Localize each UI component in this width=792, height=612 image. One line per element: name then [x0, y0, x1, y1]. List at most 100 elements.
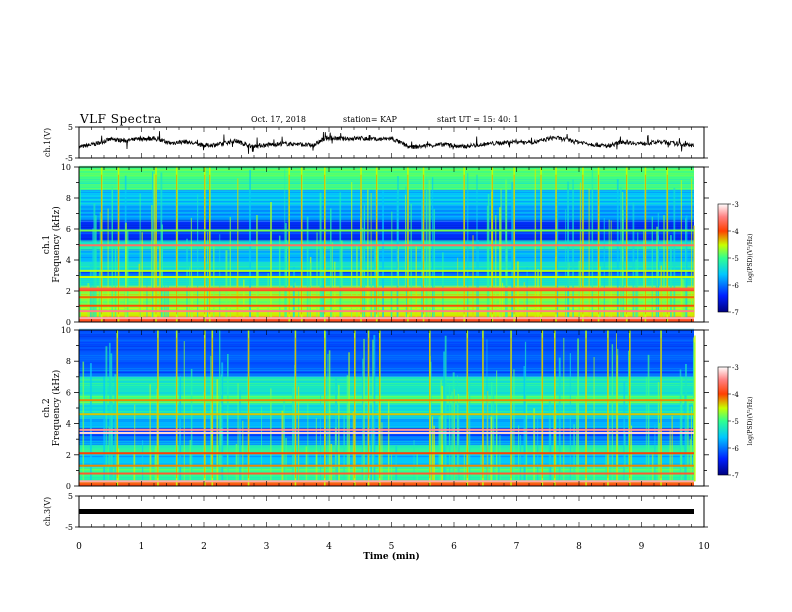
spectral-row	[79, 176, 694, 179]
noise-streak	[114, 246, 117, 318]
burst-line	[157, 337, 159, 479]
spectral-row	[79, 167, 694, 169]
noise-streak	[537, 269, 539, 318]
noise-streak	[499, 207, 501, 318]
spectral-row	[79, 219, 694, 221]
narrowband-line	[79, 289, 694, 292]
y-tick-label: 6	[66, 225, 71, 234]
noise-streak	[438, 416, 441, 482]
spectral-row	[79, 384, 694, 387]
noise-streak	[197, 194, 199, 318]
noise-streak	[647, 354, 650, 482]
burst-line	[466, 337, 468, 479]
noise-streak	[367, 189, 369, 318]
y-tick-label: 6	[66, 388, 71, 397]
noise-streak	[421, 198, 424, 318]
burst-line	[211, 337, 213, 479]
x-tick-label: 7	[514, 542, 520, 552]
spectral-row	[79, 461, 694, 463]
noise-streak	[663, 215, 665, 318]
noise-streak	[391, 211, 393, 318]
noise-streak	[410, 204, 412, 318]
spectral-row	[79, 353, 694, 355]
noise-streak	[689, 439, 692, 482]
noise-streak	[93, 203, 96, 318]
noise-streak	[141, 232, 143, 318]
spectral-row	[79, 232, 694, 234]
y-axis-label: Frequency (kHz)	[51, 206, 62, 283]
spectral-row	[79, 330, 694, 332]
noise-streak	[165, 286, 167, 318]
noise-streak	[486, 391, 489, 482]
noise-streak	[180, 375, 182, 482]
noise-streak	[425, 190, 428, 318]
noise-streak	[79, 186, 81, 318]
noise-streak	[651, 216, 653, 318]
noise-streak	[526, 267, 528, 318]
noise-streak	[110, 353, 113, 482]
spectral-row	[79, 459, 694, 461]
noise-streak	[346, 375, 349, 482]
spectral-row	[79, 184, 694, 186]
noise-streak	[298, 286, 300, 318]
noise-streak	[499, 434, 501, 482]
noise-streak	[428, 179, 431, 318]
noise-streak	[321, 248, 324, 318]
x-tick-label: 6	[451, 542, 457, 552]
x-tick-label: 5	[389, 542, 395, 552]
noise-streak	[186, 238, 188, 318]
spectral-row	[79, 195, 694, 197]
noise-streak	[239, 390, 241, 482]
noise-streak	[306, 216, 309, 318]
burst-line	[554, 337, 556, 479]
narrowband-line	[79, 310, 694, 313]
noise-streak	[620, 186, 622, 318]
chart-title: VLF Spectra	[80, 112, 162, 126]
spectral-row	[79, 446, 694, 448]
spectral-row	[79, 212, 694, 214]
burst-line	[541, 337, 543, 479]
noise-streak	[657, 212, 659, 318]
noise-streak	[533, 408, 536, 482]
noise-streak	[577, 338, 579, 482]
spectral-row	[79, 328, 694, 330]
noise-streak	[605, 447, 607, 482]
spectral-row	[79, 369, 694, 372]
spectral-row	[79, 182, 694, 184]
narrowband-line	[79, 428, 694, 431]
noise-streak	[307, 395, 309, 482]
noise-streak	[370, 192, 372, 318]
noise-streak	[405, 246, 407, 318]
noise-streak	[339, 192, 342, 318]
noise-streak	[432, 177, 434, 318]
noise-streak	[693, 335, 696, 482]
y-tick-label: 8	[66, 357, 71, 366]
noise-streak	[413, 440, 415, 482]
spectral-row	[79, 332, 694, 334]
spectral-row	[79, 217, 694, 219]
spectral-row	[79, 339, 694, 342]
noise-streak	[219, 399, 222, 482]
noise-streak	[356, 244, 358, 318]
x-tick-label: 3	[264, 542, 270, 552]
noise-streak	[690, 406, 692, 482]
noise-streak	[139, 193, 141, 318]
spectral-row	[79, 320, 694, 322]
noise-streak	[109, 342, 111, 482]
narrowband-line	[79, 269, 694, 272]
noise-streak	[319, 282, 322, 318]
noise-streak	[495, 409, 498, 482]
spectral-row	[79, 364, 694, 366]
noise-streak	[660, 265, 663, 318]
noise-streak	[671, 415, 673, 482]
noise-streak	[673, 188, 676, 318]
noise-streak	[364, 209, 366, 318]
noise-streak	[405, 194, 407, 318]
noise-streak	[687, 400, 689, 482]
spectral-row	[79, 474, 694, 476]
spectral-row	[79, 193, 694, 195]
y-tick-label: 10	[61, 163, 71, 172]
noise-streak	[320, 395, 322, 482]
noise-streak	[458, 402, 460, 482]
